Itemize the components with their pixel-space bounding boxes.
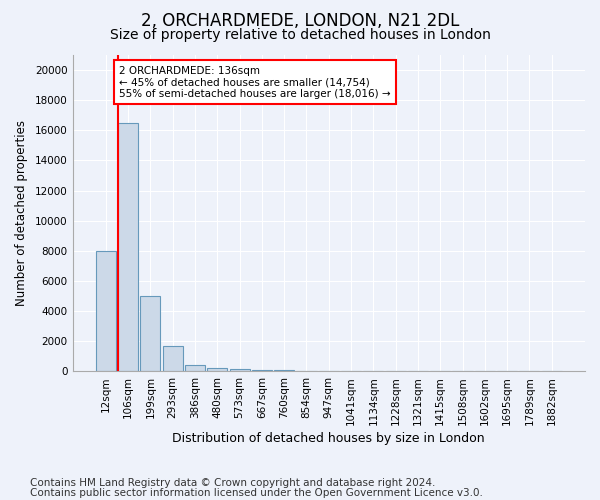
Bar xyxy=(296,370,317,372)
Text: Contains HM Land Registry data © Crown copyright and database right 2024.: Contains HM Land Registry data © Crown c… xyxy=(30,478,436,488)
Bar xyxy=(252,370,272,372)
Bar xyxy=(207,368,227,372)
Text: 2 ORCHARDMEDE: 136sqm
← 45% of detached houses are smaller (14,754)
55% of semi-: 2 ORCHARDMEDE: 136sqm ← 45% of detached … xyxy=(119,66,391,98)
Text: Contains public sector information licensed under the Open Government Licence v3: Contains public sector information licen… xyxy=(30,488,483,498)
Bar xyxy=(163,346,183,372)
Bar xyxy=(274,370,294,372)
X-axis label: Distribution of detached houses by size in London: Distribution of detached houses by size … xyxy=(172,432,485,445)
Text: 2, ORCHARDMEDE, LONDON, N21 2DL: 2, ORCHARDMEDE, LONDON, N21 2DL xyxy=(141,12,459,30)
Bar xyxy=(185,366,205,372)
Bar xyxy=(118,123,138,372)
Bar xyxy=(140,296,160,372)
Y-axis label: Number of detached properties: Number of detached properties xyxy=(15,120,28,306)
Bar xyxy=(96,251,116,372)
Bar xyxy=(230,369,250,372)
Text: Size of property relative to detached houses in London: Size of property relative to detached ho… xyxy=(110,28,490,42)
